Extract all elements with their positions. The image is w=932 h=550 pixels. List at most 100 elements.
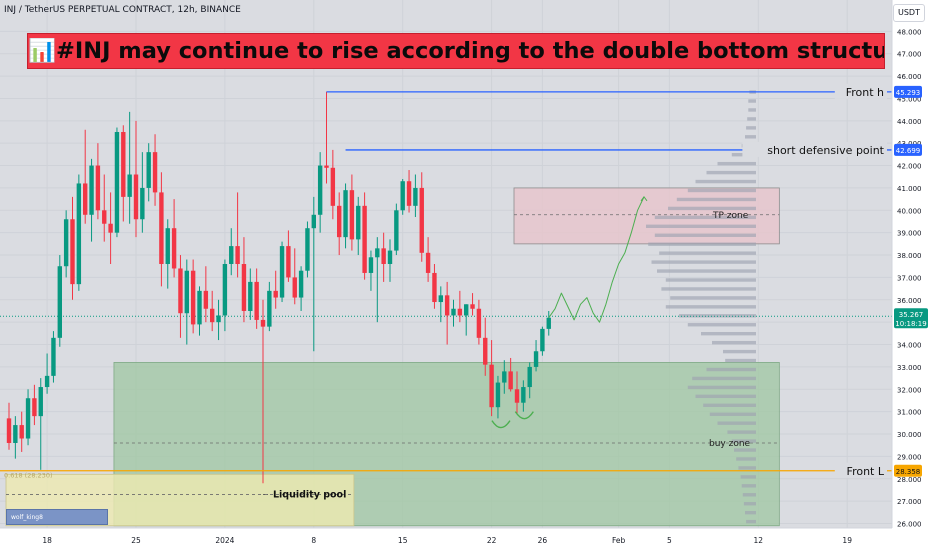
candle-body: [25, 398, 31, 439]
volume-profile-bar: [687, 385, 756, 390]
time-tick-label: 19: [842, 536, 852, 545]
volume-profile-bar: [654, 233, 756, 237]
candle-body: [57, 266, 62, 338]
candle-body: [381, 248, 386, 264]
candle-body: [171, 228, 177, 269]
zone-label: Liquidity pool: [273, 489, 346, 500]
candle-body: [102, 210, 107, 224]
candle-body: [502, 371, 507, 383]
bar-countdown: 10:18:19: [895, 320, 926, 328]
candle-body: [533, 351, 539, 367]
volume-profile-bar: [745, 135, 756, 139]
level-label-bg: [742, 141, 887, 157]
candle-body: [419, 187, 424, 253]
volume-profile-bar: [745, 510, 756, 515]
volume-profile-bar: [670, 296, 756, 300]
candle-body: [146, 152, 151, 188]
candle-body: [216, 315, 221, 323]
candle-body: [254, 281, 259, 320]
candle-body: [114, 132, 120, 233]
candle-body: [279, 246, 285, 298]
candle-body: [546, 317, 551, 329]
candle-body: [483, 337, 488, 365]
volume-profile-bar: [746, 519, 756, 524]
double-bottom-arc: [491, 420, 511, 429]
time-tick-label: 12: [754, 536, 764, 545]
level-axis-value: 28.358: [896, 468, 921, 476]
time-tick-label: 26: [538, 536, 548, 545]
projection-arrow: [640, 196, 648, 202]
candle-body: [44, 375, 50, 388]
time-tick-label: 22: [487, 536, 497, 545]
price-tick-label: 31.000: [897, 409, 922, 417]
current-price-value: 35.267: [899, 311, 924, 319]
author-watermark: wolf_king8: [6, 509, 108, 525]
candle-body: [330, 167, 336, 206]
candle-body: [95, 165, 101, 211]
zone-label: buy zone: [709, 439, 751, 449]
candle-body: [235, 246, 240, 264]
price-tick-label: 33.000: [897, 364, 922, 372]
candle-body: [406, 181, 412, 206]
chart-title-banner: 📊#INJ may continue to rise according to …: [27, 33, 885, 69]
time-tick-label: 15: [398, 536, 408, 545]
volume-profile-bar: [676, 197, 756, 202]
candle-body: [267, 290, 272, 327]
candle-body: [324, 165, 329, 168]
level-axis-tag: [894, 85, 922, 98]
symbol-header: INJ / TetherUS PERPETUAL CONTRACT, 12h, …: [4, 5, 241, 15]
candle-body: [203, 290, 209, 309]
candle-body: [432, 272, 437, 303]
volume-profile-bar: [748, 108, 756, 112]
candle-body: [387, 250, 393, 264]
time-tick-label: 18: [42, 536, 52, 545]
projection-path: [548, 196, 645, 323]
volume-profile-bar: [731, 439, 756, 443]
level-label: short defensive point: [767, 144, 884, 157]
candle-body: [540, 328, 545, 352]
candle-body: [298, 270, 304, 298]
candle-body: [337, 205, 342, 238]
candle-body: [311, 214, 316, 229]
candle-body: [133, 174, 139, 220]
candle-body: [178, 268, 183, 314]
time-tick-label: 25: [131, 536, 141, 545]
volume-profile-bar: [746, 126, 756, 130]
currency-button[interactable]: USDT: [893, 4, 925, 22]
candle-body: [343, 190, 348, 238]
candle-body: [260, 319, 266, 327]
price-tick-label: 37.000: [897, 274, 922, 282]
candle-body: [508, 371, 513, 390]
candle-body: [89, 165, 94, 215]
price-tick-label: 36.000: [897, 297, 922, 305]
candle-body: [38, 387, 43, 417]
zone-label: TP zone: [712, 211, 749, 221]
candle-body: [229, 246, 234, 264]
candle-body: [464, 304, 469, 316]
time-tick-label: 2024: [215, 536, 234, 545]
candle-body: [108, 223, 113, 233]
candle-body: [6, 418, 12, 443]
volume-profile-bar: [741, 484, 756, 488]
time-tick-label: Feb: [612, 536, 626, 545]
candle-body: [63, 219, 69, 267]
volume-profile-bar: [695, 179, 756, 184]
candle-body: [489, 364, 494, 408]
candle-body: [190, 270, 196, 325]
candle-body: [394, 210, 399, 251]
level-axis-value: 45.293: [896, 89, 921, 97]
candle-body: [521, 387, 526, 403]
volume-profile-bar: [648, 242, 756, 246]
level-label: Front h: [846, 86, 884, 99]
fib-label: 0.618 (28.230): [4, 472, 53, 480]
candle-body: [356, 205, 361, 240]
candle-body: [425, 252, 431, 273]
price-tick-label: 29.000: [897, 453, 922, 461]
candle-body: [362, 205, 367, 273]
volume-profile-bar: [723, 349, 756, 354]
candle-body: [470, 304, 475, 309]
volume-profile-bar: [659, 251, 756, 255]
candle-body: [514, 389, 520, 403]
candle-body: [70, 219, 75, 285]
